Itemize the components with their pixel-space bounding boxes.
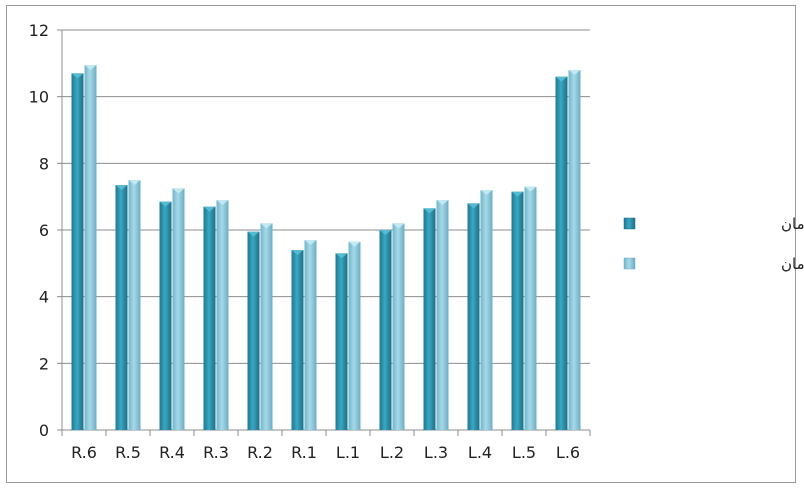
bar-before-L.6 (568, 70, 581, 430)
bar-before-R.2 (260, 223, 273, 430)
bar-after-L.4 (467, 203, 480, 430)
x-tick-label: L.3 (424, 443, 448, 462)
bar-cap-before-L.2 (392, 223, 405, 229)
legend-swatch-before (623, 257, 636, 270)
bar-after-R.6 (71, 73, 84, 430)
bar-cap-before-L.1 (348, 241, 361, 247)
bar-before-R.6 (84, 65, 97, 430)
bars (71, 65, 581, 431)
bar-after-R.3 (203, 206, 216, 430)
bar-before-R.1 (304, 240, 317, 430)
bar-cap-after-R.3 (203, 206, 216, 212)
y-tick-label: 8 (39, 154, 49, 173)
bar-after-L.1 (335, 253, 348, 430)
bar-before-R.4 (172, 188, 185, 430)
x-tick-label: L.4 (468, 443, 492, 462)
x-tick-label: R.4 (159, 443, 185, 462)
bar-cap-before-L.3 (436, 200, 449, 205)
bar-after-R.1 (291, 250, 304, 430)
x-tick-label: R.5 (115, 443, 141, 462)
legend-label-before: دختر.قبل از درمان (781, 255, 804, 273)
x-tick-label: L.5 (512, 443, 536, 462)
bar-before-R.3 (216, 200, 229, 430)
bar-cap-after-R.4 (159, 201, 172, 207)
legend-swatch-after (623, 217, 636, 230)
y-tick-label: 6 (39, 221, 49, 240)
bar-before-L.1 (348, 241, 361, 430)
bar-cap-before-L.6 (568, 70, 581, 75)
y-tick-label: 12 (29, 21, 49, 40)
bar-after-L.2 (379, 230, 392, 430)
bar-cap-after-L.3 (423, 208, 436, 214)
bar-cap-after-L.2 (379, 230, 392, 235)
bar-before-R.5 (128, 180, 141, 430)
bar-before-L.3 (436, 200, 449, 430)
x-tick-label: R.3 (203, 443, 229, 462)
x-tick-label: R.1 (291, 443, 317, 462)
bar-before-L.5 (524, 186, 537, 430)
legend: دختر.بعد از درمان دختر.قبل از درمان (623, 215, 804, 273)
bar-after-L.6 (555, 76, 568, 431)
bar-after-R.5 (115, 185, 128, 430)
x-tick-label: L.6 (556, 443, 580, 462)
bar-cap-after-R.1 (291, 250, 304, 255)
bar-after-L.5 (511, 191, 524, 430)
x-tick-label: L.1 (336, 443, 360, 462)
y-tick-label: 10 (29, 88, 49, 107)
bar-cap-after-L.1 (335, 253, 348, 259)
bar-before-L.2 (392, 223, 405, 430)
bar-after-R.2 (247, 231, 260, 430)
bar-cap-before-L.5 (524, 186, 537, 192)
bar-cap-before-L.4 (480, 190, 493, 195)
x-tick-label: R.6 (71, 443, 97, 462)
bar-cap-after-L.4 (467, 203, 480, 209)
bar-cap-before-R.4 (172, 188, 185, 194)
bar-after-R.4 (159, 201, 172, 430)
bar-cap-before-R.6 (84, 65, 97, 70)
y-tick-label: 2 (39, 354, 49, 373)
bar-cap-after-R.6 (71, 73, 84, 79)
gridlines (62, 29, 590, 364)
x-tick-label: R.2 (247, 443, 273, 462)
tick-labels: 0 2 4 6 8 10 12 R.6 R.5 R.4 R.3 R.2 R.1 L.1 L.2 L.3 L.4 L… (29, 21, 580, 462)
x-tick-label: L.2 (380, 443, 404, 462)
bar-cap-after-R.5 (115, 185, 128, 190)
bar-cap-before-R.5 (128, 180, 141, 185)
axes (57, 29, 591, 436)
bar-cap-after-L.6 (555, 76, 568, 82)
bar-after-L.3 (423, 208, 436, 430)
bar-cap-after-R.2 (247, 231, 260, 237)
legend-label-after: دختر.بعد از درمان (781, 215, 804, 233)
y-tick-label: 4 (39, 288, 49, 307)
bar-cap-before-R.1 (304, 240, 317, 245)
bar-cap-after-L.5 (511, 191, 524, 197)
bar-cap-before-R.3 (216, 200, 229, 205)
bar-cap-before-R.2 (260, 223, 273, 229)
bar-before-L.4 (480, 190, 493, 430)
y-tick-label: 0 (39, 421, 49, 440)
